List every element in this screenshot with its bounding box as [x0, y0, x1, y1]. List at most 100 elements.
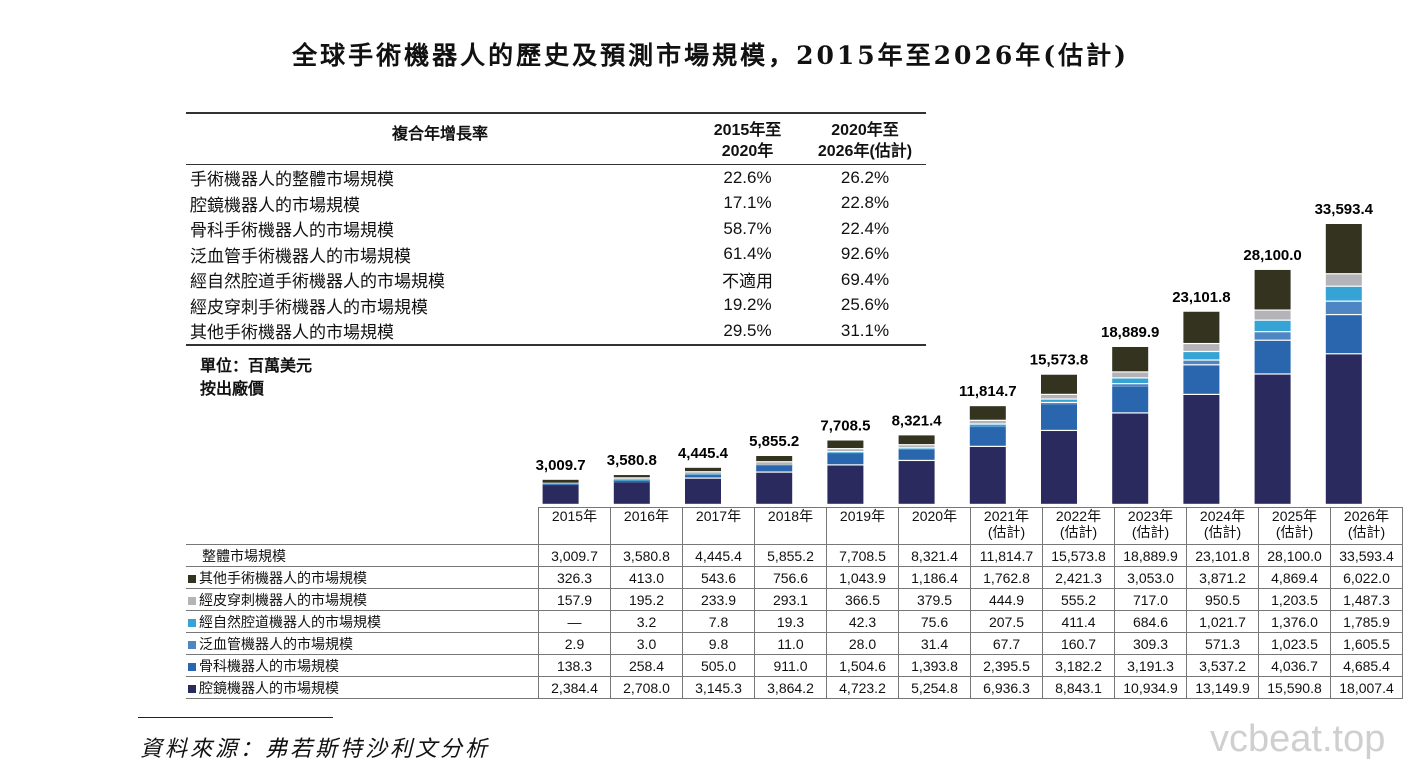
cagr-row-label: 腔鏡機器人的市場規模 [190, 195, 360, 215]
value-cell: 233.9 [682, 588, 755, 611]
cagr-value: 61.4% [723, 244, 772, 264]
value-cell: 1,203.5 [1258, 588, 1331, 611]
value-cell: 413.0 [610, 566, 683, 589]
cagr-value: 58.7% [723, 218, 772, 238]
cagr-row-label: 骨科手術機器人的市場規模 [190, 221, 394, 241]
year-header: 2026年 (估計) [1330, 507, 1403, 545]
row-label: 泛血管機器人的市場規模 [186, 632, 539, 655]
value-cell: 543.6 [682, 566, 755, 589]
bar-segment [969, 426, 1006, 446]
value-cell: 4,869.4 [1258, 566, 1331, 589]
value-cell: 717.0 [1114, 588, 1187, 611]
total-cell: 3,580.8 [610, 544, 683, 567]
cagr-row: 腔鏡機器人的市場規模 17.1% 22.8% [186, 191, 926, 217]
total-cell: 8,321.4 [898, 544, 971, 567]
total-cell: 23,101.8 [1186, 544, 1259, 567]
total-label: 5,855.2 [749, 433, 799, 450]
bar-segment [1041, 403, 1077, 405]
bar-segment [1112, 384, 1149, 387]
value-cell: 3,053.0 [1114, 566, 1187, 589]
row-label: 經皮穿刺機器人的市場規模 [186, 588, 539, 611]
value-cell: 4,723.2 [826, 676, 899, 699]
bar-segment [1254, 310, 1291, 320]
bar-segment [613, 480, 650, 481]
value-cell: 555.2 [1042, 588, 1115, 611]
value-cell: 2.9 [538, 632, 611, 655]
series-name: 腔鏡機器人的市場規模 [199, 679, 339, 696]
cagr-row-label: 泛血管手術機器人的市場規模 [190, 246, 411, 266]
bar-segment [1041, 404, 1077, 430]
bar-segment [898, 449, 935, 450]
value-cell: 160.7 [1042, 632, 1115, 655]
year-header: 2019年 [826, 507, 899, 545]
cagr-row: 泛血管手術機器人的市場規模 61.4% 92.6% [186, 242, 926, 268]
year-header: 2016年 [610, 507, 683, 545]
cagr-value: 17.1% [723, 193, 772, 213]
bar-segment [756, 465, 793, 472]
source-divider [138, 717, 333, 718]
value-cell: 1,504.6 [826, 654, 899, 677]
value-cell: 505.0 [682, 654, 755, 677]
legend-swatch [188, 618, 196, 627]
total-label: 15,573.8 [1030, 352, 1088, 369]
value-cell: 138.3 [538, 654, 611, 677]
total-label: 8,321.4 [892, 412, 943, 429]
total-label: 3,580.8 [607, 452, 657, 469]
value-cell: 13,149.9 [1186, 676, 1259, 699]
bar-segment [1325, 301, 1362, 314]
cagr-value: 31.1% [840, 320, 890, 340]
series-row: 其他手術機器人的市場規模 326.3 413.0 543.6 756.6 1,043.9 1… [186, 566, 1403, 589]
value-cell: 258.4 [610, 654, 683, 677]
bar-segment [969, 420, 1006, 424]
total-cell: 7,708.5 [826, 544, 899, 567]
bar-segment [1112, 346, 1149, 372]
bar-segment [898, 435, 935, 445]
cagr-row-label: 其他手術機器人的市場規模 [190, 323, 394, 343]
value-cell: 31.4 [898, 632, 971, 655]
cagr-row: 手術機器人的整體市場規模 22.6% 26.2% [186, 165, 926, 191]
cagr-row-label: 經皮穿刺手術機器人的市場規模 [190, 297, 428, 317]
total-label: 7,708.5 [820, 418, 870, 435]
cagr-value: 25.6% [840, 295, 890, 315]
cagr-row: 經皮穿刺手術機器人的市場規模 19.2% 25.6% [186, 293, 926, 319]
total-cell: 5,855.2 [754, 544, 827, 567]
bar-segment [1041, 431, 1077, 504]
cagr-header-period2: 2020年至 2026年(估計) [817, 122, 913, 160]
total-cell: 18,889.9 [1114, 544, 1187, 567]
bar-segment [685, 478, 721, 504]
value-cell: 2,421.3 [1042, 566, 1115, 589]
cagr-value: 26.2% [840, 167, 890, 187]
series-name: 經自然腔道機器人的市場規模 [199, 613, 381, 630]
value-cell: 326.3 [538, 566, 611, 589]
series-row: 經皮穿刺機器人的市場規模 157.9 195.2 233.9 293.1 366.5 379… [186, 588, 1403, 611]
bar-segment [613, 480, 650, 483]
total-cell: 4,445.4 [682, 544, 755, 567]
series-row: 經自然腔道機器人的市場規模 —3.2 7.8 19.3 42.3 75.6 207.5 411… [186, 610, 1403, 633]
year-header: 2024年 (估計) [1186, 507, 1259, 545]
value-cell: 379.5 [898, 588, 971, 611]
value-cell: 2,384.4 [538, 676, 611, 699]
bar-segment [1183, 360, 1220, 365]
series-name: 其他手術機器人的市場規模 [199, 569, 367, 586]
series-row: 腔鏡機器人的市場規模 2,384.4 2,708.0 3,145.3 3,864.2 4,… [186, 676, 1403, 699]
bar-segment [1112, 386, 1149, 413]
watermark: vcbeat.top [1210, 718, 1386, 760]
value-cell: 1,762.8 [970, 566, 1043, 589]
bar-segment [898, 445, 935, 448]
row-label: 整體市場規模 [186, 544, 539, 567]
legend-swatch [188, 662, 196, 671]
total-cell: 28,100.0 [1258, 544, 1331, 567]
bar-segment [827, 465, 864, 504]
total-label: 11,814.7 [959, 383, 1017, 400]
bar-segment [1112, 413, 1149, 504]
bar-segment [1183, 344, 1220, 351]
cagr-row-label: 手術機器人的整體市場規模 [190, 170, 394, 190]
value-cell: 5,254.8 [898, 676, 971, 699]
total-label: 4,445.4 [678, 445, 729, 462]
value-cell: 157.9 [538, 588, 611, 611]
cagr-value: 不適用 [722, 272, 773, 292]
value-cell: 75.6 [898, 610, 971, 633]
total-label: 28,100.0 [1243, 247, 1301, 264]
value-cell: 366.5 [826, 588, 899, 611]
